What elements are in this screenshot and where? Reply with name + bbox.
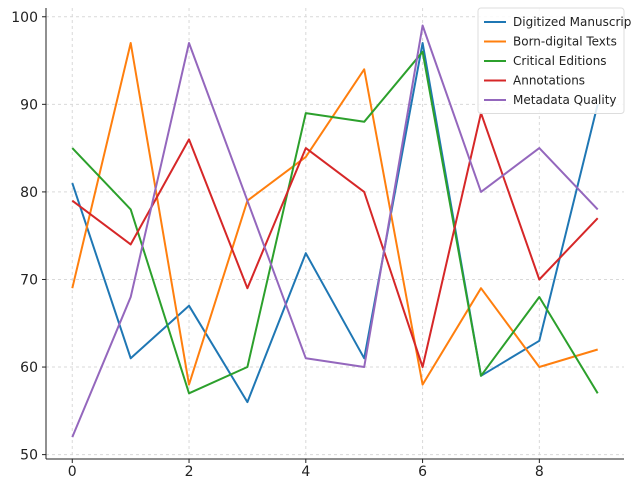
series-line-metadata-quality [71,24,599,438]
y-tick-label: 50 [20,448,38,464]
legend-label: Born-digital Texts [513,35,617,49]
y-tick-label: 80 [20,185,38,201]
y-tick-label: 70 [20,272,38,288]
legend-label: Digitized Manuscripts [513,15,631,29]
series-line-critical-editions [71,50,599,395]
legend-box [477,7,625,114]
series-line-born-digital-texts [71,42,598,386]
x-tick-label: 2 [185,464,194,478]
series-line-digitized-manuscripts [71,42,599,404]
x-tick-label: 8 [535,464,544,478]
x-tick-label: 0 [68,464,77,478]
axes: 0 2 4 6 8 50 60 70 80 90 100 [11,8,624,478]
legend: Digitized Manuscripts Born-digital Texts C… [477,7,631,114]
legend-label: Annotations [513,74,585,88]
x-tick-label: 4 [301,464,310,478]
series-lines [71,24,599,438]
x-tick-label: 6 [418,464,427,478]
grid [46,8,624,459]
y-tick-label: 90 [20,97,38,113]
y-tick-label: 100 [11,10,38,26]
y-tick-label: 60 [20,360,38,376]
legend-label: Metadata Quality [513,93,617,107]
legend-label: Critical Editions [513,54,607,68]
series-line-annotations [71,112,599,368]
